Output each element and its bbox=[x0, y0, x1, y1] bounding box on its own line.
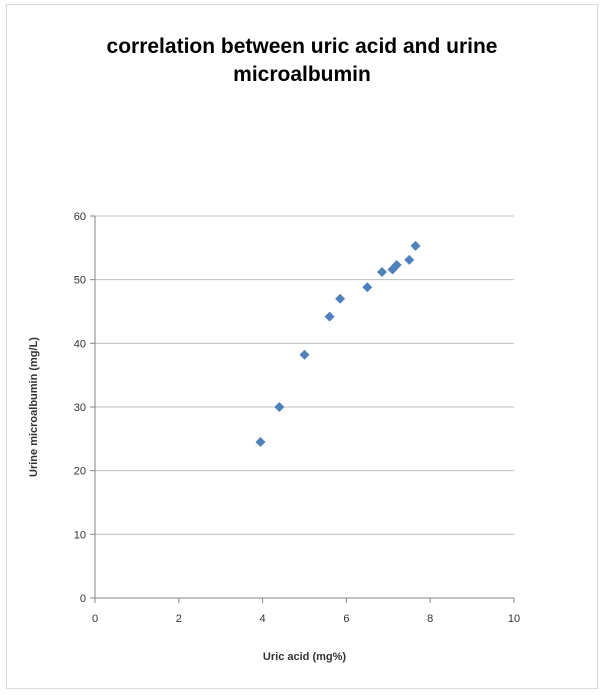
y-axis-title: Urine microalbumin (mg/L) bbox=[28, 337, 40, 477]
data-points bbox=[255, 240, 421, 448]
chart-title: correlation between uric acid and urine … bbox=[106, 35, 498, 86]
data-point bbox=[299, 349, 310, 360]
x-tick-label: 0 bbox=[92, 613, 98, 625]
y-tick-label: 10 bbox=[74, 529, 86, 541]
data-point bbox=[362, 282, 373, 293]
x-axis-title: Uric acid (mg%) bbox=[263, 651, 346, 663]
x-tick-label: 2 bbox=[176, 613, 182, 625]
gridlines bbox=[95, 215, 514, 535]
x-tick-label: 10 bbox=[508, 613, 520, 625]
data-point bbox=[410, 240, 421, 251]
data-point bbox=[377, 267, 388, 278]
data-point bbox=[404, 254, 415, 265]
x-tick-label: 4 bbox=[260, 613, 266, 625]
y-tick-label: 30 bbox=[74, 402, 86, 414]
y-tick-label: 0 bbox=[80, 593, 86, 605]
chart-area: correlation between uric acid and urine … bbox=[6, 4, 598, 689]
y-tick-labels: 0 10 20 30 40 50 60 bbox=[74, 211, 86, 605]
data-point bbox=[391, 260, 402, 271]
axes bbox=[90, 215, 515, 603]
x-tick-label: 8 bbox=[427, 613, 433, 625]
x-tick-labels: 0 2 4 6 8 10 bbox=[92, 613, 520, 625]
data-point bbox=[274, 402, 285, 412]
x-tick-label: 6 bbox=[343, 613, 349, 625]
data-point bbox=[335, 293, 346, 304]
y-tick-label: 20 bbox=[74, 466, 86, 478]
y-tick-label: 50 bbox=[74, 275, 86, 287]
data-point bbox=[255, 437, 266, 448]
data-point bbox=[324, 311, 335, 322]
y-tick-label: 60 bbox=[74, 211, 86, 223]
y-tick-label: 40 bbox=[74, 338, 86, 350]
